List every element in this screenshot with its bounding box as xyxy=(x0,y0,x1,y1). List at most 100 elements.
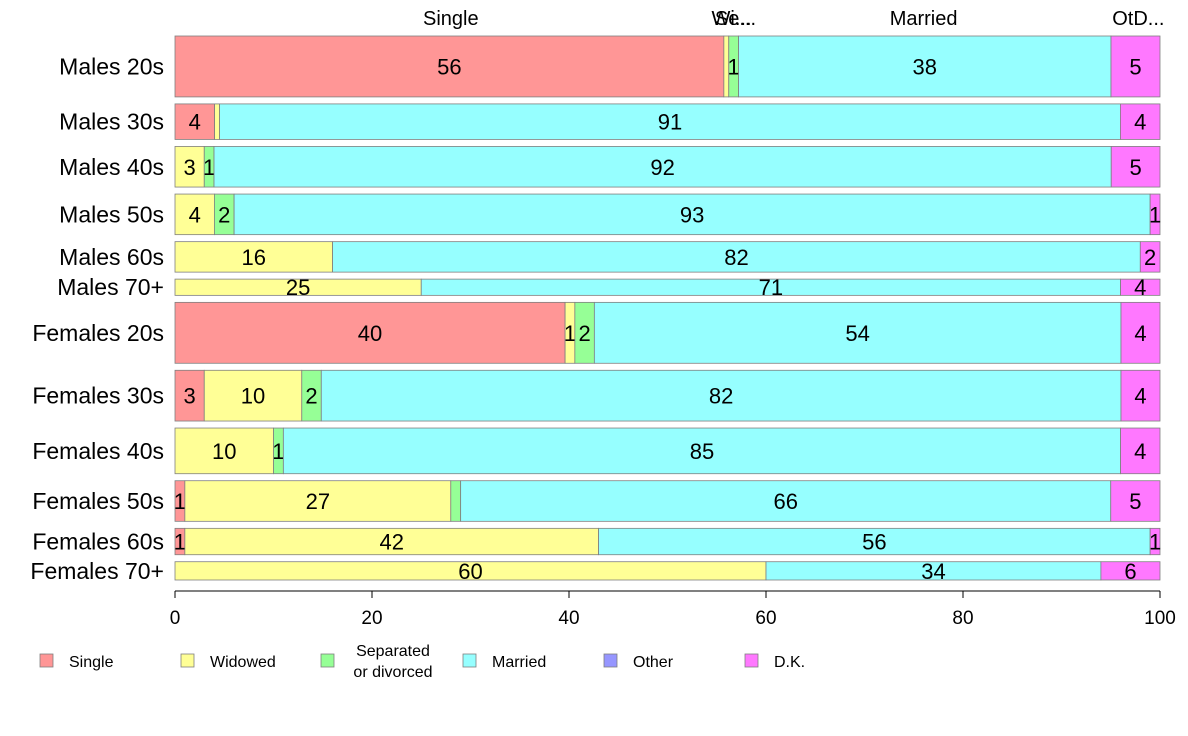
bar-segment xyxy=(320,369,1122,422)
category-label: Females 20s xyxy=(32,320,164,346)
bar-row: 1 27 66 5 xyxy=(174,480,1161,522)
top-series-label: Se... xyxy=(715,8,756,30)
legend-item: Separated or divorced xyxy=(320,643,433,681)
bar-segment xyxy=(174,301,566,364)
bar-value-label: 5 xyxy=(1129,155,1141,180)
bar-value-label: 38 xyxy=(913,54,937,79)
bar-value-label: 60 xyxy=(458,559,482,584)
bar-segment xyxy=(214,103,220,140)
legend-label: Separated or divorced xyxy=(353,643,432,681)
category-label: Males 40s xyxy=(59,154,164,180)
bar-segment xyxy=(219,103,1121,140)
bar-segment xyxy=(1120,278,1161,296)
bar-value-label: 71 xyxy=(759,275,783,300)
bar-value-label: 54 xyxy=(845,321,869,346)
bar-value-label: 91 xyxy=(658,110,682,135)
bar-value-label: 1 xyxy=(203,155,215,180)
legend-label: Single xyxy=(69,654,114,671)
bar-value-label: 4 xyxy=(1134,321,1146,346)
bar-segment xyxy=(332,241,1141,273)
category-label: Females 40s xyxy=(32,438,164,464)
bar-value-label: 10 xyxy=(212,439,236,464)
category-label: Males 30s xyxy=(59,109,164,135)
bar-segment xyxy=(1149,527,1161,556)
bar-value-label: 4 xyxy=(1134,110,1146,135)
legend-swatch xyxy=(462,653,477,668)
bar-segment xyxy=(593,301,1122,364)
x-tick-label: 60 xyxy=(755,608,776,629)
bar-value-label: 5 xyxy=(1129,54,1141,79)
bar-segment xyxy=(1120,427,1161,475)
bar-value-label: 1 xyxy=(1149,530,1161,555)
bar-value-label: 1 xyxy=(272,439,284,464)
x-tick-label: 0 xyxy=(170,608,181,629)
legend: Single Widowed Separated or divorced Married… xyxy=(39,643,805,681)
bar-segment xyxy=(184,527,599,556)
bar-row: 10 1 85 4 xyxy=(174,427,1161,475)
y-axis-labels: Males 20s Males 30s Males 40s Males 50s Male… xyxy=(30,53,164,583)
bar-segment xyxy=(174,241,334,273)
bar-segment xyxy=(1110,146,1161,188)
category-label: Females 50s xyxy=(32,488,164,514)
bar-value-label: 92 xyxy=(650,155,674,180)
bar-value-label: 1 xyxy=(174,489,186,514)
bar-value-label: 1 xyxy=(1149,202,1161,227)
bar-value-label: 4 xyxy=(189,202,201,227)
bar-segment xyxy=(1110,35,1161,98)
top-category-labels: Single Wi...Se... Married OtD... xyxy=(423,8,1164,30)
bar-segment xyxy=(1100,561,1161,581)
bar-segment xyxy=(213,146,1112,188)
bar-segment xyxy=(1139,241,1161,273)
bars: 56 1 38 54 91 43 1 92 54 2 93 116 82 225 71 440 1 2 54 43 10… xyxy=(174,35,1161,584)
bar-value-label: 1 xyxy=(174,530,186,555)
legend-swatch xyxy=(180,653,195,668)
bar-value-label: 85 xyxy=(690,439,714,464)
bar-segment xyxy=(174,427,274,475)
bar-row: 60 34 6 xyxy=(174,559,1161,584)
legend-item: D.K. xyxy=(744,653,805,671)
bar-row: 1 42 56 1 xyxy=(174,527,1161,556)
bar-value-label: 42 xyxy=(379,530,403,555)
bar-value-label: 56 xyxy=(862,530,886,555)
bar-value-label: 2 xyxy=(218,202,230,227)
bar-segment xyxy=(233,193,1151,236)
category-label: Females 70+ xyxy=(30,558,164,584)
bar-value-label: 2 xyxy=(305,384,317,409)
legend-swatch xyxy=(320,653,335,668)
legend-item: Other xyxy=(603,653,674,671)
bar-row: 56 1 38 5 xyxy=(174,35,1161,98)
bar-value-label: 4 xyxy=(1134,439,1146,464)
bar-value-label: 25 xyxy=(286,275,310,300)
bar-segment xyxy=(203,369,303,422)
bar-row: 25 71 4 xyxy=(174,275,1161,300)
legend-label: Widowed xyxy=(210,654,276,671)
bar-segment xyxy=(282,427,1122,475)
bar-value-label: 27 xyxy=(306,489,330,514)
legend-item: Single xyxy=(39,653,114,671)
bar-value-label: 66 xyxy=(773,489,797,514)
bar-row: 3 1 92 5 xyxy=(174,146,1161,188)
x-tick-label: 80 xyxy=(952,608,973,629)
bar-value-label: 16 xyxy=(242,245,266,270)
bar-value-label: 10 xyxy=(241,384,265,409)
legend-label: D.K. xyxy=(774,654,805,671)
category-label: Males 50s xyxy=(59,201,164,227)
bar-value-label: 1 xyxy=(564,321,576,346)
top-series-label: Married xyxy=(890,8,958,30)
category-label: Males 70+ xyxy=(57,274,164,300)
bar-value-label: 82 xyxy=(709,384,733,409)
bar-segment xyxy=(174,193,215,236)
category-label: Males 20s xyxy=(59,53,164,79)
top-series-label: Single xyxy=(423,8,479,30)
bar-row: 3 10 2 82 4 xyxy=(174,369,1161,422)
legend-label: Married xyxy=(492,654,546,671)
bar-value-label: 82 xyxy=(724,245,748,270)
bar-segment xyxy=(1120,103,1161,140)
category-label: Females 60s xyxy=(32,529,164,555)
top-series-label: Wi... xyxy=(712,8,752,30)
bar-value-label: 3 xyxy=(184,155,196,180)
bar-row: 16 82 2 xyxy=(174,241,1161,273)
bar-segment xyxy=(460,480,1112,522)
bar-value-label: 4 xyxy=(1134,384,1146,409)
